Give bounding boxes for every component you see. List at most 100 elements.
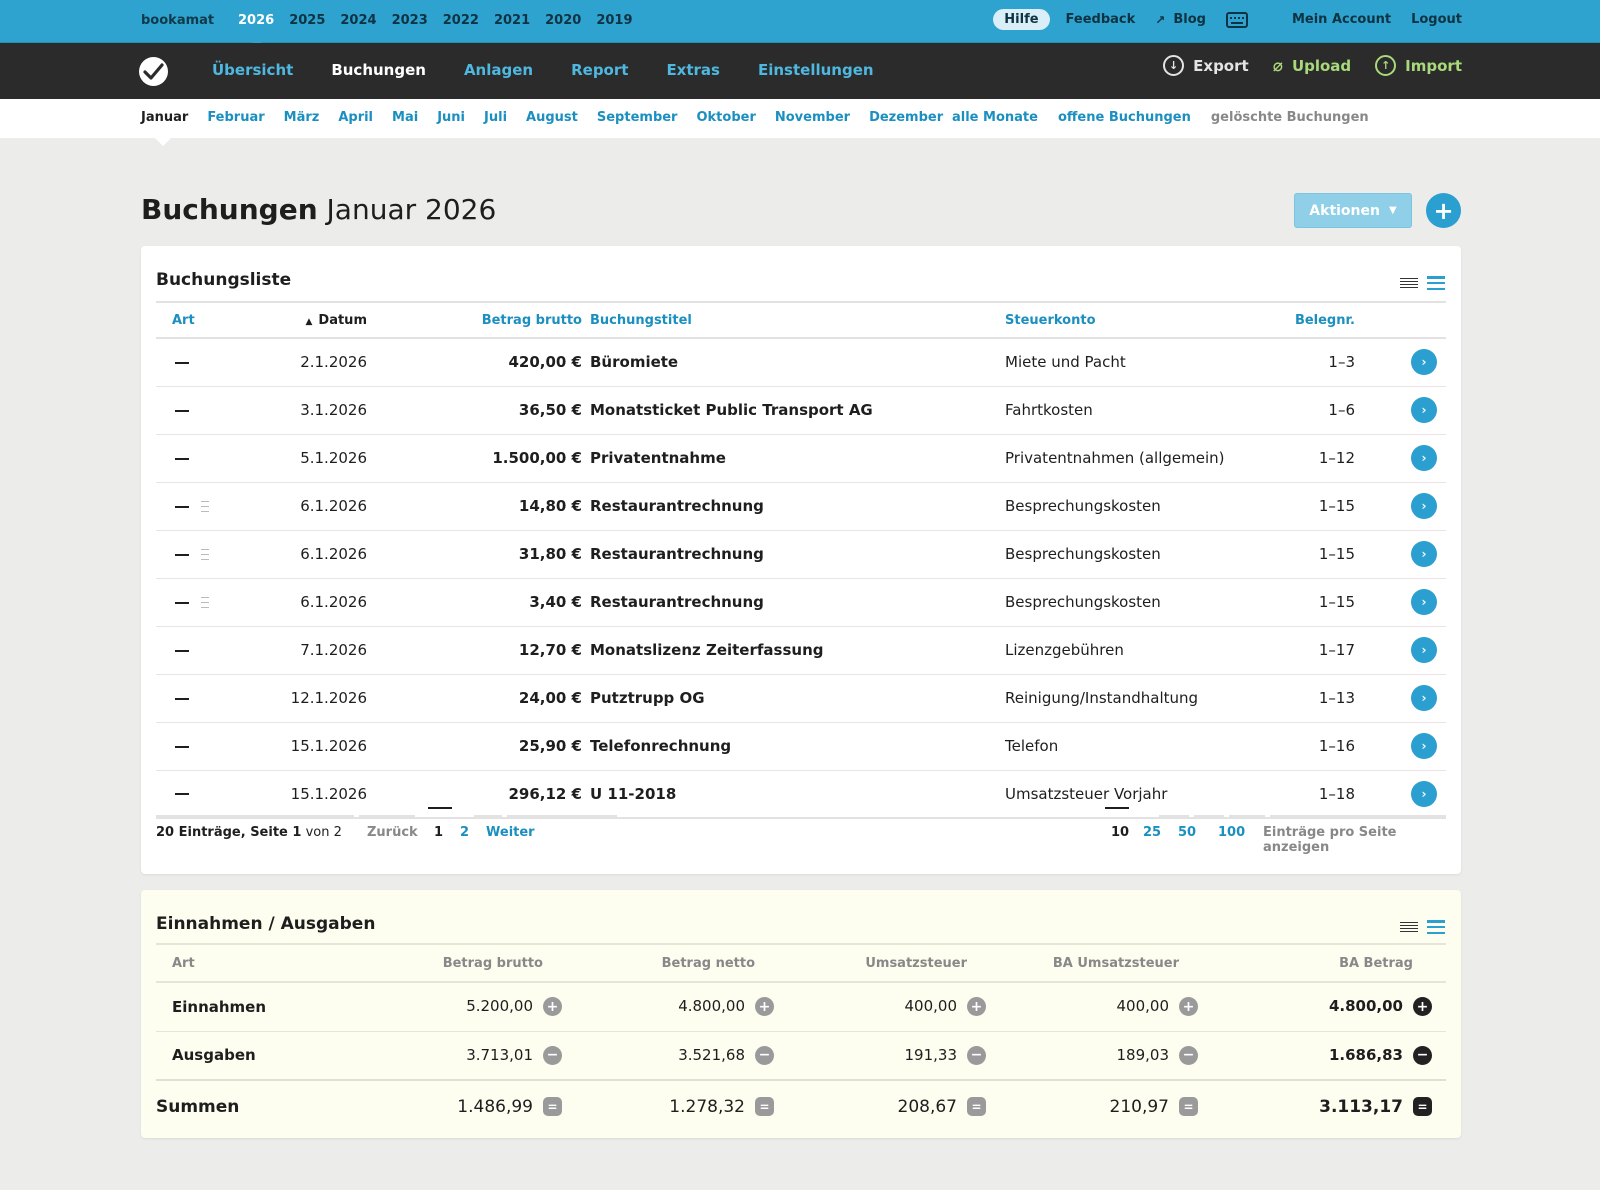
month-juni[interactable]: Juni xyxy=(437,110,466,125)
nav-report[interactable]: Report xyxy=(571,61,629,79)
col-konto[interactable]: Steuerkonto xyxy=(1001,301,1281,339)
year-2025[interactable]: 2025 xyxy=(289,13,326,28)
month-september[interactable]: September xyxy=(596,110,678,125)
open-booking-button[interactable]: › xyxy=(1411,685,1437,711)
booking-row[interactable]: 5.1.2026 1.500,00 € Privatentnahme Privaten… xyxy=(156,434,1446,483)
nav-buchungen[interactable]: Buchungen xyxy=(331,61,426,79)
summary-value-cell: 191,33− xyxy=(788,1031,1000,1081)
export-button[interactable]: ↓ Export xyxy=(1163,55,1249,76)
split-booking-icon xyxy=(201,549,209,560)
booking-row[interactable]: 6.1.2026 14,80 € Restaurantrechnung Besprec… xyxy=(156,482,1446,531)
nav-extras[interactable]: Extras xyxy=(666,61,720,79)
booking-row[interactable]: 15.1.2026 25,90 € Telefonrechnung Telefon 1–… xyxy=(156,722,1446,771)
open-booking-button[interactable]: › xyxy=(1411,493,1437,519)
nav-einstellungen[interactable]: Einstellungen xyxy=(757,61,874,79)
next-page-link[interactable]: Weiter xyxy=(486,825,535,840)
minus-circle-icon: − xyxy=(1179,1045,1198,1065)
chevron-right-icon: › xyxy=(1421,547,1427,561)
date-cell: 5.1.2026 xyxy=(266,434,371,483)
open-booking-button[interactable]: › xyxy=(1411,733,1437,759)
open-booking-button[interactable]: › xyxy=(1411,541,1437,567)
month-juli[interactable]: Juli xyxy=(484,110,508,125)
month-oktober[interactable]: Oktober xyxy=(696,110,756,125)
year-2023[interactable]: 2023 xyxy=(391,13,428,28)
import-button[interactable]: ↑ Import xyxy=(1375,55,1462,76)
divider xyxy=(1159,815,1189,817)
year-2020[interactable]: 2020 xyxy=(545,13,582,28)
nav-uebersicht[interactable]: Übersicht xyxy=(212,61,294,79)
receipt-number-cell: 1–6 xyxy=(1281,386,1359,435)
compact-view-icon[interactable] xyxy=(1400,920,1418,934)
account-link[interactable]: Mein Account xyxy=(1291,12,1392,27)
month-maerz[interactable]: März xyxy=(283,110,320,125)
booking-row[interactable]: 6.1.2026 3,40 € Restaurantrechnung Besprech… xyxy=(156,578,1446,627)
col-datum[interactable]: ▲ Datum xyxy=(266,301,371,339)
feedback-link[interactable]: Feedback xyxy=(1065,12,1136,27)
year-2026[interactable]: 2026 xyxy=(238,13,275,47)
year-2021[interactable]: 2021 xyxy=(493,13,531,28)
nav-anlagen[interactable]: Anlagen xyxy=(463,61,534,79)
list-view-icon[interactable] xyxy=(1427,920,1445,934)
minus-circle-icon: − xyxy=(755,1045,774,1065)
actions-dropdown[interactable]: Aktionen ▼ xyxy=(1294,193,1412,228)
booking-row[interactable]: 7.1.2026 12,70 € Monatslizenz Zeiterfassun… xyxy=(156,626,1446,675)
month-mai[interactable]: Mai xyxy=(392,110,419,125)
summary-value-cell: 400,00 + xyxy=(788,982,1000,1032)
help-button[interactable]: Hilfe xyxy=(993,9,1050,30)
page-2-link[interactable]: 2 xyxy=(460,825,470,840)
booking-row[interactable]: 12.1.2026 24,00 € Putztrupp OG Reinigung/In… xyxy=(156,674,1446,723)
title-cell: Restaurantrechnung xyxy=(586,482,1001,531)
upload-button[interactable]: ⌀ Upload xyxy=(1273,55,1351,76)
blog-link[interactable]: ↗ Blog xyxy=(1155,12,1206,27)
open-booking-button[interactable]: › xyxy=(1411,780,1437,807)
booking-table: Art ▲ Datum Betrag brutto Buchungstitel S… xyxy=(156,301,1446,819)
year-2024[interactable]: 2024 xyxy=(340,13,377,28)
plus-icon: + xyxy=(1433,196,1454,225)
open-cell: › xyxy=(1359,338,1446,387)
add-booking-button[interactable]: + xyxy=(1426,193,1461,228)
page-size-10[interactable]: 10 xyxy=(1104,807,1130,840)
open-bookings-link[interactable]: offene Buchungen xyxy=(1057,110,1191,125)
title-cell: Telefonrechnung xyxy=(586,722,1001,771)
open-booking-button[interactable]: › xyxy=(1411,589,1437,615)
col-beleg[interactable]: Belegnr. xyxy=(1281,301,1359,339)
col-titel[interactable]: Buchungstitel xyxy=(586,301,1001,339)
booking-row[interactable]: 6.1.2026 31,80 € Restaurantrechnung Besprec… xyxy=(156,530,1446,579)
date-cell: 6.1.2026 xyxy=(266,482,371,531)
all-months-link[interactable]: alle Monate xyxy=(952,110,1038,125)
open-booking-button[interactable]: › xyxy=(1411,397,1437,423)
keyboard-icon[interactable] xyxy=(1225,11,1248,28)
deleted-bookings-link[interactable]: gelöschte Buchungen xyxy=(1210,110,1369,125)
list-view-icon[interactable] xyxy=(1427,276,1445,290)
page-size-50[interactable]: 50 xyxy=(1178,825,1197,840)
month-august[interactable]: August xyxy=(526,110,578,125)
receipt-number-cell: 1–15 xyxy=(1281,578,1359,627)
page-size-100[interactable]: 100 xyxy=(1218,825,1246,840)
month-januar[interactable]: Januar xyxy=(141,110,189,146)
year-2019[interactable]: 2019 xyxy=(596,13,633,28)
booking-row[interactable]: 3.1.2026 36,50 € Monatsticket Public Trans… xyxy=(156,386,1446,435)
booking-row[interactable]: 15.1.2026 296,12 € U 11-2018 Umsatzsteuer V… xyxy=(156,770,1446,819)
open-booking-button[interactable]: › xyxy=(1411,445,1437,471)
prev-page-link[interactable]: Zurück xyxy=(367,825,418,840)
brand-name[interactable]: bookamat xyxy=(141,13,215,28)
month-november[interactable]: November xyxy=(774,110,851,125)
col-betrag[interactable]: Betrag brutto xyxy=(371,301,586,339)
compact-view-icon[interactable] xyxy=(1400,276,1418,290)
month-april[interactable]: April xyxy=(338,110,374,125)
booking-row[interactable]: 2.1.2026 420,00 € Büromiete Miete und Pacht… xyxy=(156,338,1446,387)
month-februar[interactable]: Februar xyxy=(207,110,265,125)
page-1-link[interactable]: 1 xyxy=(427,807,453,840)
month-dezember[interactable]: Dezember xyxy=(869,110,944,125)
col-art[interactable]: Art xyxy=(156,301,266,339)
pagination: 20 Einträge, Seite 1 von 2 Zurück 1 2 We… xyxy=(156,807,1446,855)
open-booking-button[interactable]: › xyxy=(1411,349,1437,376)
logo-check-icon[interactable] xyxy=(139,57,168,86)
date-cell: 12.1.2026 xyxy=(266,674,371,723)
page-size-25[interactable]: 25 xyxy=(1143,825,1162,840)
year-2022[interactable]: 2022 xyxy=(442,13,479,28)
logout-link[interactable]: Logout xyxy=(1411,12,1462,27)
open-booking-button[interactable]: › xyxy=(1411,637,1437,663)
amount-cell: 420,00 € xyxy=(371,338,586,387)
page-title: Buchungen Januar 2026 xyxy=(141,193,496,226)
